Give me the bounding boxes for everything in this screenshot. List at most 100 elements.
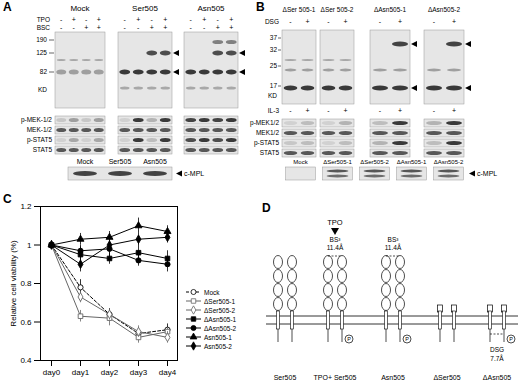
svg-text:190: 190 xyxy=(36,36,47,43)
svg-text:-: - xyxy=(190,16,193,23)
svg-text:MEK1/2: MEK1/2 xyxy=(256,129,280,136)
svg-text:-: - xyxy=(137,24,140,31)
svg-text:DSG: DSG xyxy=(490,346,504,353)
svg-text:D: D xyxy=(262,201,271,215)
svg-text:25: 25 xyxy=(270,62,278,69)
svg-text:Relative cell viability (%): Relative cell viability (%) xyxy=(9,240,18,327)
svg-text:ΔSer 505-2: ΔSer 505-2 xyxy=(321,6,354,13)
svg-text:+: + xyxy=(305,18,309,25)
svg-text:ΔSer505-2: ΔSer505-2 xyxy=(360,159,389,165)
svg-text:KD: KD xyxy=(268,92,277,99)
svg-text:Mock: Mock xyxy=(70,4,90,13)
svg-text:-: - xyxy=(289,18,292,25)
svg-text:ΔAsn505-2: ΔAsn505-2 xyxy=(428,6,461,13)
svg-text:-: - xyxy=(73,24,76,31)
svg-text:+: + xyxy=(343,18,347,25)
svg-text:0.4: 0.4 xyxy=(20,356,32,365)
svg-text:11.4Å: 11.4Å xyxy=(327,243,344,251)
svg-text:-: - xyxy=(289,107,292,114)
svg-text:-: - xyxy=(217,16,220,23)
svg-text:7.7Å: 7.7Å xyxy=(490,354,504,362)
svg-text:B: B xyxy=(256,0,265,14)
svg-text:+: + xyxy=(72,16,76,23)
svg-text:+: + xyxy=(452,18,456,25)
svg-text:BSC: BSC xyxy=(37,24,51,31)
svg-text:KD: KD xyxy=(38,86,47,93)
svg-text:Mock: Mock xyxy=(293,159,308,165)
svg-text:-: - xyxy=(203,24,206,31)
svg-text:Ser505: Ser505 xyxy=(109,158,132,165)
svg-text:Asn505: Asn505 xyxy=(143,158,167,165)
svg-text:c-MPL: c-MPL xyxy=(477,170,497,177)
svg-text:C: C xyxy=(3,192,12,206)
svg-text:+: + xyxy=(398,18,402,25)
svg-text:-: - xyxy=(379,18,382,25)
svg-text:+: + xyxy=(343,107,347,114)
svg-text:32: 32 xyxy=(270,46,278,53)
svg-text:DSG: DSG xyxy=(265,18,279,25)
svg-text:day1: day1 xyxy=(72,368,90,377)
svg-text:P: P xyxy=(347,336,351,342)
svg-text:-: - xyxy=(190,24,193,31)
svg-text:p-STAT5: p-STAT5 xyxy=(254,139,279,147)
svg-text:+: + xyxy=(163,16,167,23)
svg-text:IL-3: IL-3 xyxy=(268,107,280,114)
svg-text:-: - xyxy=(327,107,330,114)
svg-text:STAT5: STAT5 xyxy=(260,149,280,156)
svg-text:day3: day3 xyxy=(130,368,148,377)
svg-text:Ser505: Ser505 xyxy=(132,4,158,13)
svg-text:MEK-1/2: MEK-1/2 xyxy=(27,126,53,133)
svg-text:P: P xyxy=(405,336,409,342)
svg-text:+: + xyxy=(97,16,101,23)
svg-text:0.8: 0.8 xyxy=(20,279,32,288)
svg-text:Asn505-1: Asn505-1 xyxy=(204,334,232,341)
svg-text:P: P xyxy=(509,336,513,342)
svg-text:day2: day2 xyxy=(101,368,119,377)
svg-text:Mock: Mock xyxy=(77,158,94,165)
svg-text:Asn505: Asn505 xyxy=(197,4,225,13)
svg-text:Mock: Mock xyxy=(204,289,220,296)
svg-text:p-MEK1/2: p-MEK1/2 xyxy=(250,119,279,127)
svg-text:+: + xyxy=(163,24,167,31)
svg-text:STAT5: STAT5 xyxy=(33,146,53,153)
svg-text:c-MPL: c-MPL xyxy=(184,170,204,177)
svg-text:11.4Å: 11.4Å xyxy=(385,243,402,251)
svg-text:+: + xyxy=(398,107,402,114)
svg-text:ΔSer505-1: ΔSer505-1 xyxy=(204,298,235,305)
svg-text:+: + xyxy=(97,24,101,31)
svg-text:ΔAsn505-1: ΔAsn505-1 xyxy=(374,6,407,13)
svg-text:Asn505: Asn505 xyxy=(381,374,405,381)
svg-text:TPO: TPO xyxy=(327,218,343,227)
svg-text:TPO: TPO xyxy=(37,16,50,23)
svg-text:-: - xyxy=(60,24,63,31)
svg-text:A: A xyxy=(3,0,12,14)
svg-text:ΔSer505: ΔSer505 xyxy=(433,374,460,381)
svg-text:+: + xyxy=(136,16,140,23)
svg-text:37: 37 xyxy=(270,34,278,41)
svg-text:1.2: 1.2 xyxy=(20,202,32,211)
svg-text:+: + xyxy=(229,24,233,31)
svg-text:BS³: BS³ xyxy=(330,236,342,243)
svg-text:TPO+ Ser505: TPO+ Ser505 xyxy=(314,374,357,381)
svg-text:-: - xyxy=(85,16,88,23)
svg-text:+: + xyxy=(150,24,154,31)
svg-text:day0: day0 xyxy=(43,368,61,377)
svg-text:0.6: 0.6 xyxy=(20,318,32,327)
svg-text:17: 17 xyxy=(270,82,278,89)
svg-text:ΔAsn505-1: ΔAsn505-1 xyxy=(397,159,427,165)
svg-text:+: + xyxy=(84,24,88,31)
svg-text:+: + xyxy=(305,107,309,114)
svg-text:day4: day4 xyxy=(159,368,177,377)
svg-text:125: 125 xyxy=(36,49,47,56)
svg-text:p-MEK-1/2: p-MEK-1/2 xyxy=(21,116,52,124)
svg-text:ΔAsn505: ΔAsn505 xyxy=(483,374,512,381)
svg-text:+: + xyxy=(229,16,233,23)
svg-text:-: - xyxy=(60,16,63,23)
svg-text:ΔAsn505-2: ΔAsn505-2 xyxy=(434,159,464,165)
svg-text:ΔSer505-1: ΔSer505-1 xyxy=(323,159,352,165)
svg-text:-: - xyxy=(327,18,330,25)
svg-text:-: - xyxy=(379,107,382,114)
svg-text:82: 82 xyxy=(40,68,48,75)
svg-text:-: - xyxy=(124,24,127,31)
svg-text:-: - xyxy=(151,16,154,23)
